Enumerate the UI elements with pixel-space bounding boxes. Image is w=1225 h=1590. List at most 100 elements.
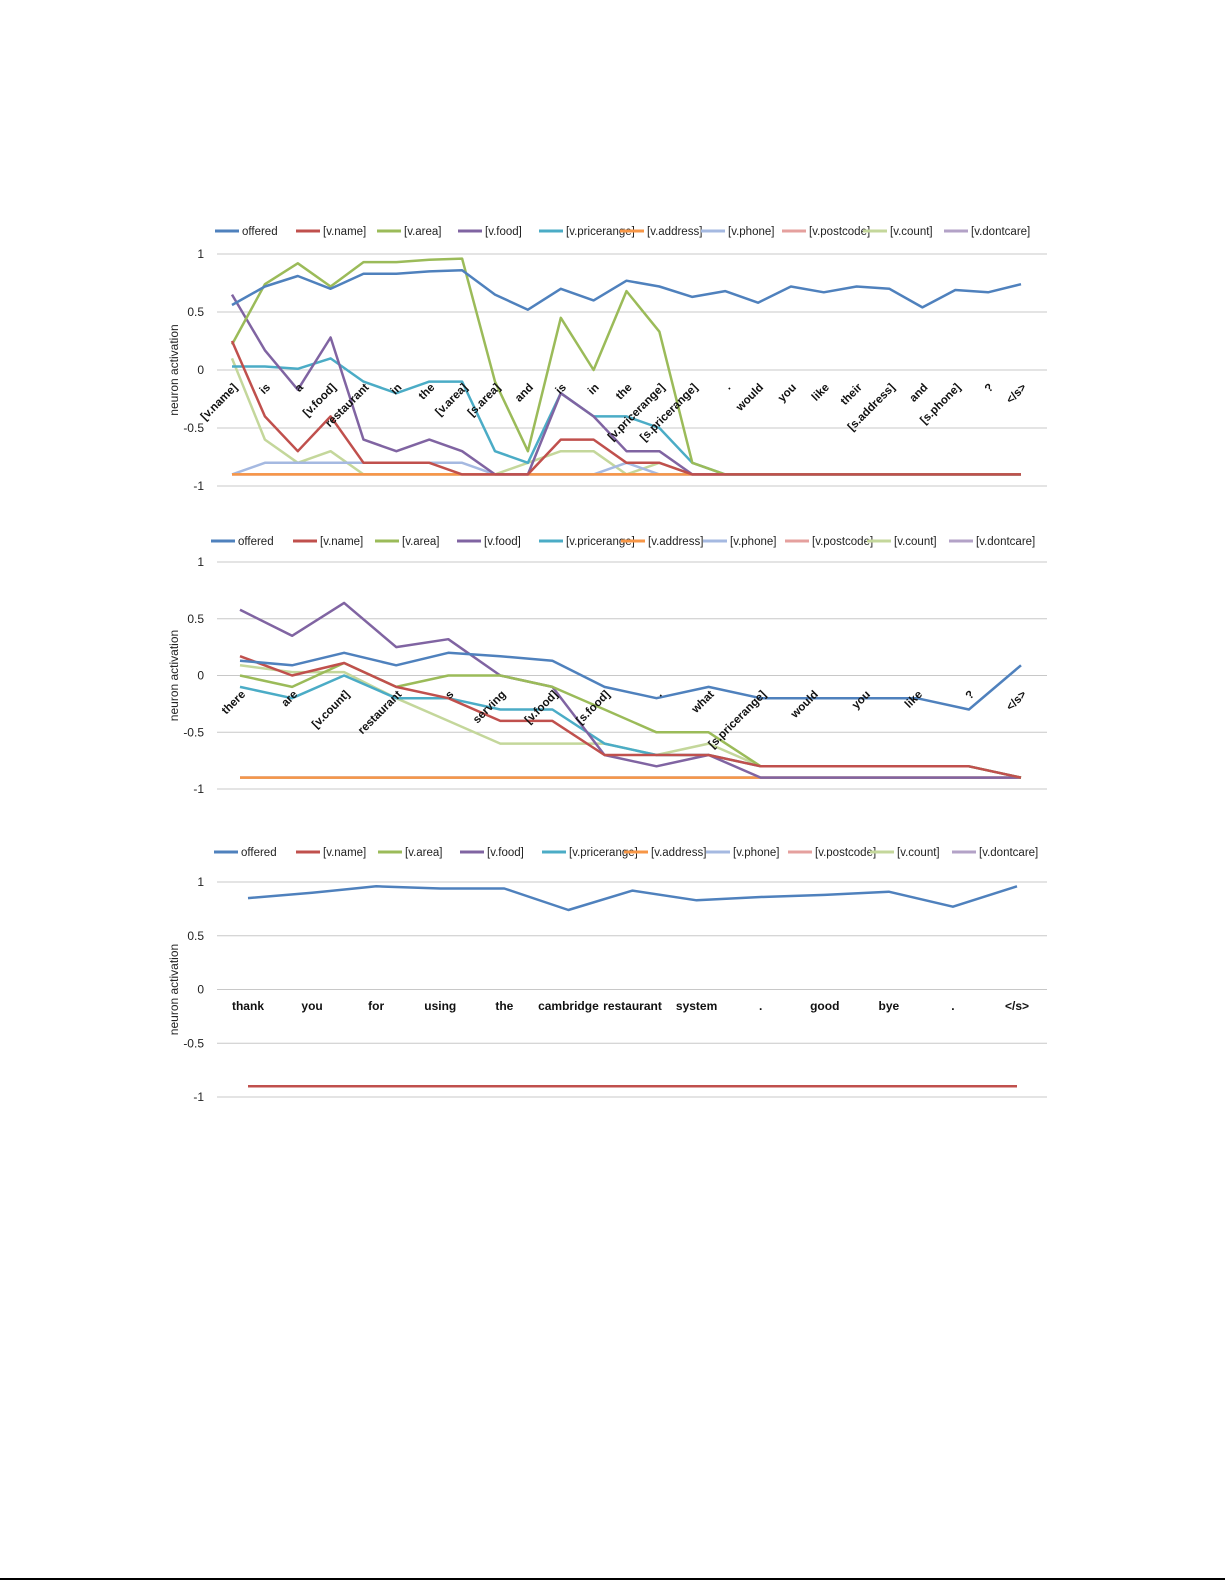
legend-label: [v.count] [894, 536, 937, 548]
x-category-label: there [220, 689, 248, 717]
legend-label: offered [241, 847, 277, 859]
x-category-label: in [389, 382, 405, 398]
x-category-label: </s> [1004, 688, 1029, 713]
x-category-label: [v.name] [199, 382, 240, 423]
x-category-label: their [839, 381, 865, 407]
y-tick-label: 0.5 [187, 929, 204, 943]
series-line [239, 655, 1022, 779]
x-category-label: you [301, 999, 322, 1013]
y-axis-label: neuron activation [167, 630, 181, 721]
legend-label: [v.phone] [730, 536, 776, 548]
x-category-label: </s> [1005, 999, 1029, 1013]
x-category-label: you [850, 689, 873, 712]
y-tick-label: 0.5 [187, 612, 204, 626]
y-tick-label: 1 [197, 875, 204, 889]
x-category-label: the [614, 382, 635, 403]
legend-label: [v.address] [648, 536, 703, 548]
legend-label: [v.name] [323, 226, 366, 238]
legend-label: offered [242, 226, 278, 238]
legend-label: [v.area] [404, 226, 442, 238]
x-category-label: ? [964, 689, 977, 702]
y-tick-label: -1 [193, 479, 204, 493]
legend-label: [v.dontcare] [976, 536, 1035, 548]
series-line [230, 340, 1021, 476]
y-tick-label: -1 [193, 782, 204, 796]
legend-label: [v.pricerange] [569, 847, 638, 859]
y-tick-label: 0 [197, 983, 204, 997]
page-bottom-rule [0, 1578, 1225, 1580]
x-category-label: [s.pricerange] [638, 382, 700, 444]
chart-2: 1 0.5 0 -0.5 -1 neuron activation offered [v.na… [167, 536, 1047, 796]
legend-label: [v.pricerange] [566, 226, 635, 238]
legend-label: [v.phone] [733, 847, 779, 859]
x-category-label: would [733, 382, 766, 415]
legend-label: [v.postcode] [812, 536, 873, 548]
x-category-label: a [293, 381, 306, 394]
x-category-label: bye [878, 999, 899, 1013]
x-category-label: are [279, 689, 300, 710]
x-category-label: would [788, 689, 821, 722]
x-category-label: restaurant [356, 689, 404, 737]
y-tick-label: -0.5 [183, 421, 204, 435]
legend-label: [v.name] [323, 847, 366, 859]
y-tick-label: 0 [197, 669, 204, 683]
x-category-label: and [513, 382, 536, 405]
x-category-label: [v.area] [433, 382, 470, 419]
y-axis-label: neuron activation [167, 944, 181, 1035]
x-category-label: restaurant [603, 999, 662, 1013]
x-category-label: is [554, 382, 569, 397]
series-line [239, 601, 1021, 779]
x-category-label: . [654, 689, 665, 700]
x-category-label: . [759, 999, 762, 1013]
x-category-label: . [951, 999, 954, 1013]
y-tick-label: -0.5 [183, 1036, 204, 1050]
x-category-label: like [810, 382, 832, 404]
y-tick-label: 1 [197, 247, 204, 261]
legend-label: [v.postcode] [809, 226, 870, 238]
legend-label: [v.dontcare] [979, 847, 1038, 859]
legend-label: [v.postcode] [815, 847, 876, 859]
x-category-label: is [258, 382, 273, 397]
series-line [239, 651, 1022, 711]
y-tick-label: 0.5 [187, 305, 204, 319]
y-axis-label: neuron activation [167, 324, 181, 415]
legend-label: [v.area] [402, 536, 440, 548]
x-category-label: [v.pricerange] [606, 382, 668, 444]
x-category-label: [v.count] [310, 689, 352, 731]
legend-label: [v.phone] [728, 226, 774, 238]
x-category-label: for [368, 999, 384, 1013]
legend-label: [v.name] [320, 536, 363, 548]
x-category-label: using [424, 999, 456, 1013]
y-tick-label: 0 [197, 363, 204, 377]
x-category-label: you [776, 382, 799, 405]
chart-1: 1 0.5 0 -0.5 -1 neuron activation offered [v.na… [167, 226, 1047, 493]
x-category-label: cambridge [538, 999, 599, 1013]
legend-label: [v.address] [647, 226, 702, 238]
x-category-label: </s> [1004, 381, 1029, 406]
legend-label: [v.area] [405, 847, 443, 859]
legend-label: [v.food] [485, 226, 522, 238]
series-line [247, 885, 1018, 912]
legend-label: [v.food] [487, 847, 524, 859]
x-category-label: [s.food] [574, 689, 612, 727]
x-category-label: good [810, 999, 839, 1013]
series-line [231, 268, 1022, 311]
x-category-label: in [586, 382, 602, 398]
y-tick-label: -0.5 [183, 725, 204, 739]
legend-label: [v.count] [897, 847, 940, 859]
legend-label: [v.pricerange] [566, 536, 635, 548]
legend-label: [v.dontcare] [971, 226, 1030, 238]
x-category-label: and [908, 382, 931, 405]
x-category-label: like [903, 689, 925, 711]
x-category-label: . [722, 382, 733, 393]
x-category-label: ? [983, 382, 996, 395]
x-category-label: the [495, 999, 513, 1013]
x-category-label: system [676, 999, 717, 1013]
y-tick-label: 1 [197, 555, 204, 569]
legend-label: [v.food] [484, 536, 521, 548]
legend-label: offered [238, 536, 274, 548]
legend-label: [v.count] [890, 226, 933, 238]
series-line [230, 257, 1021, 476]
